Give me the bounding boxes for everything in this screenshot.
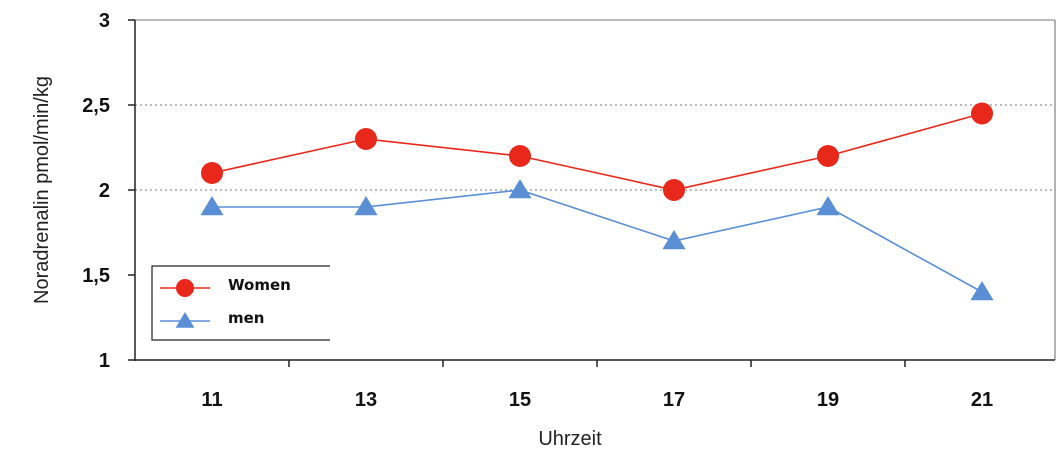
y-tick-label: 1 — [99, 350, 110, 372]
legend-marker-circle — [176, 279, 194, 297]
y-tick-label: 1,5 — [82, 265, 110, 287]
legend-entry-men: men — [160, 309, 264, 328]
axes — [128, 19, 1055, 367]
data-point — [817, 145, 839, 167]
x-tick-label: 19 — [817, 389, 839, 411]
x-tick-label: 13 — [355, 389, 377, 411]
tick-labels: 1 1,5 2 2,5 3 11 13 15 17 19 21 — [82, 10, 993, 411]
y-tick-label: 2 — [99, 180, 110, 202]
grid-lines — [135, 19, 1056, 360]
data-point — [509, 145, 531, 167]
x-axis-title: Uhrzeit — [538, 428, 602, 450]
data-point — [662, 230, 686, 250]
data-point — [354, 196, 378, 216]
y-tick-label: 3 — [99, 10, 110, 32]
legend-entry-women: Women — [160, 276, 291, 297]
data-point — [200, 196, 224, 216]
series-men — [200, 179, 994, 301]
series-line — [212, 189, 983, 293]
data-point — [970, 281, 994, 301]
data-point — [663, 179, 685, 201]
x-tick-label: 21 — [971, 389, 993, 411]
series-women — [201, 102, 993, 201]
data-point — [355, 128, 377, 150]
data-point — [816, 196, 840, 216]
legend-label-women: Women — [228, 276, 291, 294]
series-line — [211, 112, 983, 191]
legend: Women men — [151, 265, 330, 341]
x-tick-label: 11 — [201, 389, 222, 411]
x-tick-label: 15 — [509, 389, 531, 411]
x-tick-label: 17 — [663, 389, 685, 411]
y-axis-title: Noradrenalin pmol/min/kg — [31, 76, 53, 304]
plot-series — [200, 102, 994, 301]
legend-label-men: men — [228, 309, 264, 327]
data-point — [201, 162, 223, 184]
data-point — [508, 179, 532, 199]
legend-border — [151, 265, 330, 341]
legend-marker-triangle — [175, 312, 195, 328]
y-tick-label: 2,5 — [82, 95, 110, 117]
data-point — [971, 102, 993, 125]
